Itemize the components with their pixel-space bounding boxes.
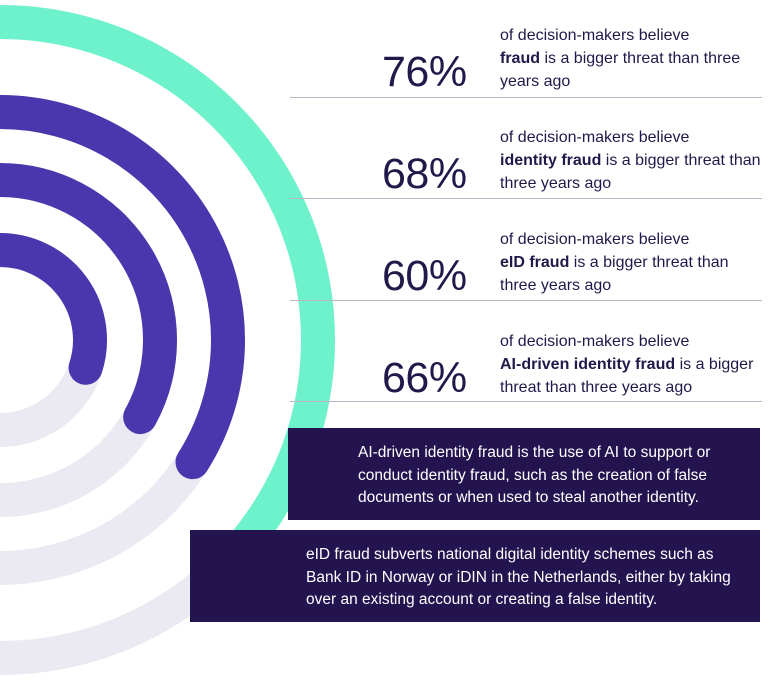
stat-emphasis: fraud [500,50,540,67]
stat-text-after: is a bigger threat than three years ago [500,356,754,396]
radial-bar-identity-fraud [0,95,245,480]
stat-value: 60% [382,252,467,300]
stat-value: 66% [382,354,467,402]
stat-emphasis: AI-driven identity fraud [500,356,676,373]
stat-text-before: of decision-makers believe [500,333,690,350]
stat-description: of decision-makers believe eID fraud is … [500,228,764,297]
stat-text-before: of decision-makers believe [500,231,690,248]
radial-track-ai-driven-identity-fraud [0,163,177,517]
stat-row-identity-fraud: 68% of decision-makers believe identity … [290,102,762,204]
stat-text-before: of decision-makers believe [500,129,690,146]
stat-value: 76% [382,48,467,96]
stat-text-after: is a bigger threat than three years ago [500,50,741,90]
definition-text: eID fraud subverts national digital iden… [306,546,731,608]
stat-description: of decision-makers believe AI-driven ide… [500,330,766,399]
stat-text-before: of decision-makers believe [500,27,690,44]
radial-bar-eid-fraud [0,233,107,385]
definition-text: AI-driven identity fraud is the use of A… [358,444,711,506]
stat-row-divider [290,97,762,98]
stat-emphasis: identity fraud [500,152,602,169]
radial-track-identity-fraud [0,95,245,585]
stat-text-after: is a bigger threat than three years ago [500,254,729,294]
stat-row-divider [290,300,762,301]
stat-row-ai-driven-identity-fraud: 66% of decision-makers believe AI-driven… [290,306,762,408]
stat-row-divider [290,198,762,199]
radial-track-eid-fraud [0,233,107,447]
stat-description: of decision-makers believe fraud is a bi… [500,24,764,93]
stat-row-eid-fraud: 60% of decision-makers believe eID fraud… [290,204,762,306]
radial-bar-fraud [0,5,335,589]
radial-bar-ai-driven-identity-fraud [0,163,177,435]
stat-description: of decision-makers believe identity frau… [500,126,764,195]
stat-value: 68% [382,150,467,198]
definition-ai-driven-identity-fraud: AI-driven identity fraud is the use of A… [288,428,760,520]
stat-row-fraud: 76% of decision-makers believe fraud is … [290,0,762,102]
radial-bars [0,5,335,589]
stat-text-after: is a bigger threat than three years ago [500,152,761,192]
stat-emphasis: eID fraud [500,254,570,271]
stat-row-divider [290,401,762,402]
definition-eid-fraud: eID fraud subverts national digital iden… [190,530,760,622]
